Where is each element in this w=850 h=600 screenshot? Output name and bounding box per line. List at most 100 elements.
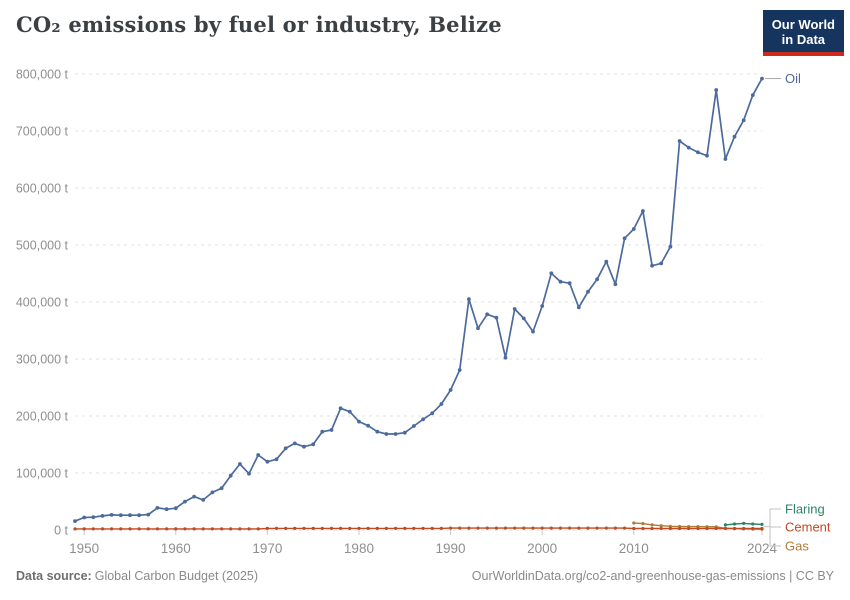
data-point-oil-1997: [512, 307, 517, 311]
legend-label-cement[interactable]: Cement: [785, 520, 831, 535]
data-point-gas-2010: [632, 521, 636, 525]
data-point-cement-1950: [82, 527, 86, 531]
data-point-oil-1981: [366, 423, 370, 428]
data-point-oil-1979: [347, 409, 352, 414]
data-point-cement-1978: [339, 526, 343, 531]
data-point-oil-1954: [118, 513, 123, 518]
data-point-cement-2011: [641, 526, 645, 531]
data-point-gas-2014: [668, 524, 673, 528]
data-point-oil-1992: [467, 297, 471, 301]
data-point-flaring-2021: [732, 522, 737, 526]
owid-logo-line2: in Data: [781, 32, 826, 47]
data-point-oil-1950: [82, 515, 87, 520]
data-point-cement-2004: [577, 526, 581, 530]
data-point-cement-1974: [302, 526, 306, 531]
data-point-oil-1955: [128, 513, 132, 518]
data-point-cement-1995: [494, 526, 498, 530]
data-point-cement-2019: [714, 526, 718, 531]
data-point-cement-2012: [650, 526, 654, 531]
data-point-oil-1962: [192, 494, 197, 499]
data-point-oil-1957: [146, 512, 151, 517]
data-point-cement-1994: [485, 526, 489, 530]
data-point-cement-2023: [751, 526, 755, 531]
data-point-cement-1955: [128, 527, 132, 531]
legend-label-flaring[interactable]: Flaring: [785, 502, 825, 517]
data-point-oil-1971: [274, 457, 279, 462]
data-source: Data source: Global Carbon Budget (2025): [16, 569, 258, 583]
data-point-oil-1986: [412, 424, 416, 428]
data-point-oil-2024: [760, 76, 764, 81]
data-point-oil-1973: [292, 441, 297, 446]
owid-logo[interactable]: Our World in Data: [762, 10, 844, 56]
series-oil: [73, 76, 764, 523]
data-point-cement-1960: [174, 527, 178, 531]
x-axis-label-1970: 1970: [252, 541, 282, 556]
data-point-oil-1987: [421, 417, 425, 422]
data-point-cement-1952: [100, 527, 105, 531]
data-point-oil-2019: [714, 88, 719, 92]
data-point-oil-1969: [256, 453, 261, 457]
data-point-cement-1964: [210, 527, 214, 531]
data-point-cement-2000: [540, 526, 544, 530]
chart-title: CO₂ emissions by fuel or industry, Beliz…: [16, 12, 502, 37]
data-point-cement-1986: [412, 526, 416, 531]
legend-label-oil[interactable]: Oil: [785, 71, 801, 86]
data-point-cement-1969: [256, 527, 260, 531]
data-point-cement-1970: [265, 526, 269, 531]
data-point-cement-1990: [449, 526, 453, 530]
data-point-oil-1963: [201, 498, 206, 502]
data-point-cement-2024: [760, 526, 764, 531]
data-point-cement-2008: [613, 526, 618, 530]
data-point-cement-1975: [311, 526, 315, 531]
y-axis-label-700000: 700,000 t: [16, 125, 69, 139]
data-point-oil-2001: [549, 271, 554, 276]
data-point-oil-2005: [586, 289, 590, 294]
data-point-oil-1988: [430, 411, 435, 416]
y-axis-label-800000: 800,000 t: [16, 68, 69, 82]
y-axis-label-0: 0 t: [54, 524, 68, 538]
data-point-oil-1990: [448, 388, 453, 392]
data-point-oil-2021: [732, 134, 737, 139]
data-point-cement-1958: [155, 527, 159, 531]
data-point-oil-1975: [311, 442, 316, 447]
data-point-cement-2017: [696, 526, 700, 531]
data-point-oil-2017: [696, 150, 700, 155]
data-point-cement-1953: [110, 527, 114, 531]
data-point-cement-1999: [531, 526, 535, 530]
data-point-oil-1968: [247, 471, 251, 476]
data-point-cement-1951: [91, 527, 95, 531]
data-point-oil-2016: [686, 145, 691, 150]
data-point-cement-1977: [329, 526, 334, 531]
owid-logo-line1: Our World: [771, 17, 835, 32]
data-point-cement-2018: [705, 526, 709, 531]
data-point-cement-1988: [430, 526, 434, 531]
data-point-cement-1979: [348, 526, 352, 531]
data-point-oil-1959: [164, 507, 169, 512]
data-point-oil-1984: [393, 432, 398, 436]
data-point-oil-2018: [705, 153, 709, 158]
data-point-cement-1957: [146, 527, 150, 531]
data-point-oil-1982: [375, 429, 380, 434]
y-axis-label-100000: 100,000 t: [16, 467, 69, 481]
attribution-link[interactable]: OurWorldinData.org/co2-and-greenhouse-ga…: [471, 569, 834, 583]
data-point-cement-2013: [659, 526, 663, 531]
data-point-oil-2004: [576, 305, 581, 310]
data-point-cement-1956: [137, 527, 141, 531]
data-point-cement-1980: [357, 526, 361, 531]
data-point-oil-2006: [595, 277, 599, 282]
data-point-cement-2009: [623, 526, 627, 530]
data-point-oil-1989: [439, 402, 444, 406]
data-point-cement-1985: [403, 526, 407, 531]
data-point-cement-1973: [293, 526, 297, 531]
data-point-flaring-2022: [742, 521, 746, 526]
data-point-cement-2010: [632, 526, 636, 531]
data-point-oil-1994: [485, 312, 490, 317]
data-point-flaring-2024: [760, 522, 764, 527]
data-point-oil-1956: [137, 513, 142, 518]
data-point-cement-1962: [192, 527, 196, 531]
legend-label-gas[interactable]: Gas: [785, 539, 809, 554]
data-point-oil-2003: [567, 281, 572, 286]
data-point-oil-1980: [357, 419, 361, 424]
